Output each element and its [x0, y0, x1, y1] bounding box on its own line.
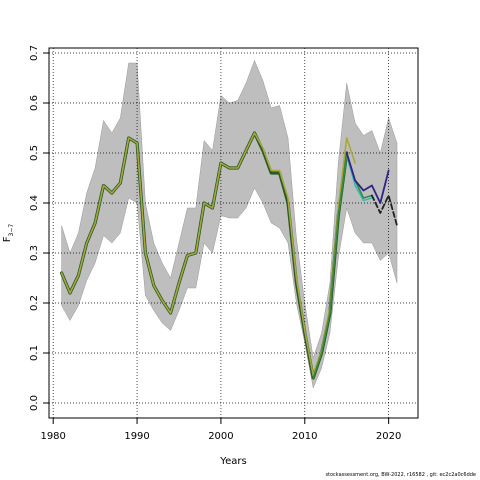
y-tick-label: 0.6 [29, 95, 40, 111]
y-axis: 0.0 0.1 0.2 0.3 0.4 0.5 0.6 0.7 [29, 45, 50, 411]
y-tick-label: 0.0 [29, 395, 40, 411]
series-line-5 [345, 152, 390, 204]
series-line-2 [60, 132, 356, 377]
y-axis-label-main: F [2, 236, 13, 242]
y-axis-label-subscript: 3−7 [8, 224, 15, 237]
x-tick-label: 1980 [40, 431, 65, 442]
y-tick-label: 0.2 [29, 295, 40, 311]
x-tick-label: 1990 [124, 431, 149, 442]
y-tick-label: 0.5 [29, 145, 40, 161]
y-tick-label: 0.4 [29, 195, 40, 211]
confidence-band-layer [61, 59, 398, 389]
x-tick-label: 2020 [376, 431, 401, 442]
series-layer [59, 131, 398, 380]
footer-credit: stockassessment.org, BW-2022, r16582 , g… [325, 472, 476, 478]
y-tick-label: 0.3 [29, 245, 40, 261]
confidence-band [61, 59, 398, 389]
x-tick-label: 2000 [208, 431, 233, 442]
x-tick-label: 2010 [292, 431, 317, 442]
x-axis: 1980 1990 2000 2010 2020 [40, 417, 401, 442]
series-line-6 [370, 194, 398, 227]
series-line-4 [312, 152, 373, 379]
y-axis-label: F3−7 [2, 224, 15, 243]
y-tick-label: 0.7 [29, 45, 40, 61]
x-axis-label: Years [219, 456, 246, 467]
y-tick-label: 0.1 [29, 345, 40, 361]
